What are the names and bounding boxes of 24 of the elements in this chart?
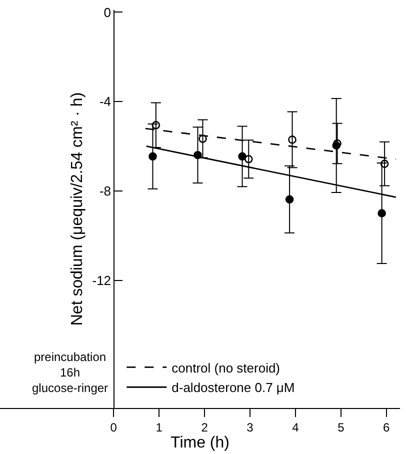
x-tick-label: 6	[383, 420, 390, 434]
point	[238, 152, 246, 161]
point	[152, 121, 160, 130]
point	[378, 209, 386, 218]
y-tick-label: -12	[92, 273, 112, 288]
point	[148, 152, 157, 161]
annotation: preincubation 16h glucose-ringer	[32, 350, 108, 396]
point	[244, 154, 253, 164]
x-tick-label: 5	[338, 420, 345, 434]
legend-label: d-aldosterone 0.7 μM	[172, 380, 295, 396]
y-tick-label: -8	[99, 184, 112, 199]
point	[288, 136, 296, 144]
x-tick-label: 3	[246, 420, 254, 434]
x-tick-label: 2	[201, 420, 208, 434]
legend-label: control (no steroid)	[172, 360, 280, 376]
x-axis-title: Time (h)	[170, 434, 230, 452]
point	[380, 160, 389, 168]
point	[198, 134, 207, 143]
x-tick-label: 1	[156, 420, 163, 434]
x-tick-label: 4	[292, 420, 300, 434]
y-axis-title: Net sodium (μequiv/2.54 cm² · h)	[69, 92, 86, 326]
y-tick-label: 0	[104, 4, 112, 20]
y-tick-label: -4	[99, 94, 112, 110]
point	[285, 195, 294, 204]
